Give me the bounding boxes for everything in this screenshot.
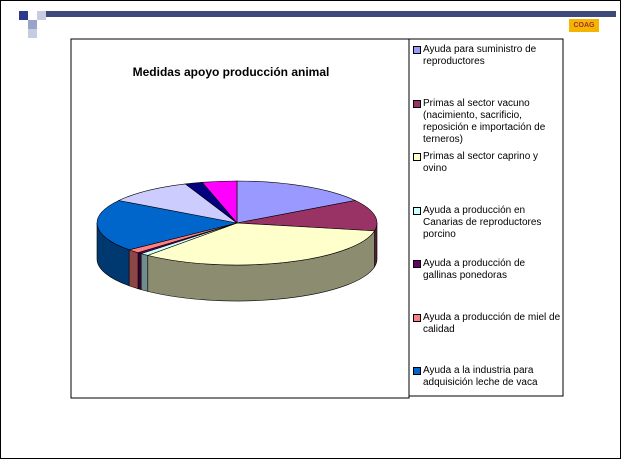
legend-swatch	[413, 313, 421, 322]
legend-label: Ayuda para suministro de reproductores	[423, 44, 537, 67]
decor	[37, 11, 46, 20]
legend-swatch	[413, 260, 421, 268]
decor	[28, 29, 37, 38]
legend-box	[408, 38, 564, 397]
chart-title: Medidas apoyo producción animal	[133, 65, 330, 79]
legend-swatch	[413, 153, 421, 161]
pie-side	[137, 252, 142, 291]
decor	[28, 20, 37, 29]
pie-side	[140, 253, 149, 292]
legend-label: Primas al sector vacuno (nacimiento, sac…	[423, 97, 546, 145]
legend-item: Primas al sector vacuno (nacimiento, sac…	[413, 98, 561, 146]
pie-slice	[236, 200, 378, 232]
legend-label: Ayuda a producción en Canarias de reprod…	[423, 204, 542, 240]
legend-label: Primas al sector caprino y ovino	[423, 151, 539, 174]
legend-label: Ayuda a la industria para adquisición le…	[423, 365, 538, 388]
legend-swatch	[413, 367, 421, 375]
pie-slice	[117, 183, 238, 224]
pie-sides	[96, 222, 378, 302]
pie-slice	[96, 200, 238, 251]
legend-label: Ayuda a producción de miel de calidad	[423, 311, 561, 335]
legend-item: Primas al sector caprino y ovino	[413, 151, 561, 175]
legend-item: Ayuda a producción de gallinas ponedoras	[413, 258, 561, 282]
pie-slice	[201, 180, 238, 224]
logo: COAG	[569, 19, 599, 32]
top-bar	[46, 11, 616, 17]
legend-item: Ayuda a producción en Canarias de reprod…	[413, 205, 561, 241]
pie-side	[128, 249, 139, 290]
pie-slice	[146, 222, 376, 266]
legend-item: Ayuda para suministro de reproductores	[413, 44, 561, 68]
legend-swatch	[413, 206, 421, 215]
decor	[19, 11, 28, 20]
legend-item: Ayuda a la industria para adquisición le…	[413, 365, 561, 389]
legend-label: Ayuda a producción de gallinas ponedoras	[423, 258, 526, 281]
legend-swatch	[413, 46, 421, 54]
pie-slice	[236, 180, 357, 224]
legend-item: Ayuda a producción de miel de calidad	[413, 312, 561, 336]
legend-swatch	[413, 99, 421, 108]
